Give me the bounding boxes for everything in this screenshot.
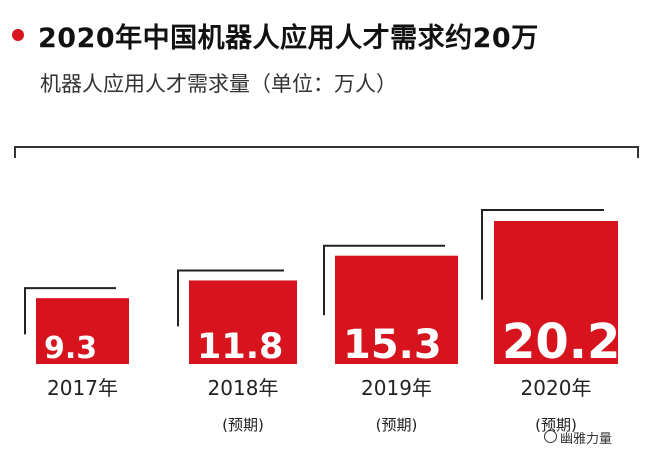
bar [36,298,129,364]
bar-value-label: 11.8 [197,327,283,367]
category-label: 2017年 [47,376,118,400]
category-label: 2020年 [521,376,592,400]
bar-value-label: 20.2 [502,314,620,370]
bar [494,221,618,364]
bar-frame [24,287,116,335]
bar [189,280,297,364]
title-bullet [12,29,24,41]
bar-frame [177,269,284,327]
wechat-icon [544,430,557,443]
bar-value-label: 9.3 [44,331,97,366]
chart-subtitle: 机器人应用人才需求量（单位：万人） [40,72,397,96]
bar [335,255,458,364]
bar-value-label: 15.3 [343,322,442,368]
bar-frame [323,244,445,316]
category-label: 2018年 [208,376,279,400]
chart-title: 2020年中国机器人应用人才需求约20万 [38,23,539,54]
bar-frame [481,209,604,300]
category-sublabel: (预期) [376,416,418,434]
category-sublabel: (预期) [222,416,264,434]
chart-top-rule [14,146,639,158]
watermark-text: 幽雅力量 [560,432,613,447]
category-label: 2019年 [361,376,432,400]
category-sublabel: (预期) [535,416,577,434]
